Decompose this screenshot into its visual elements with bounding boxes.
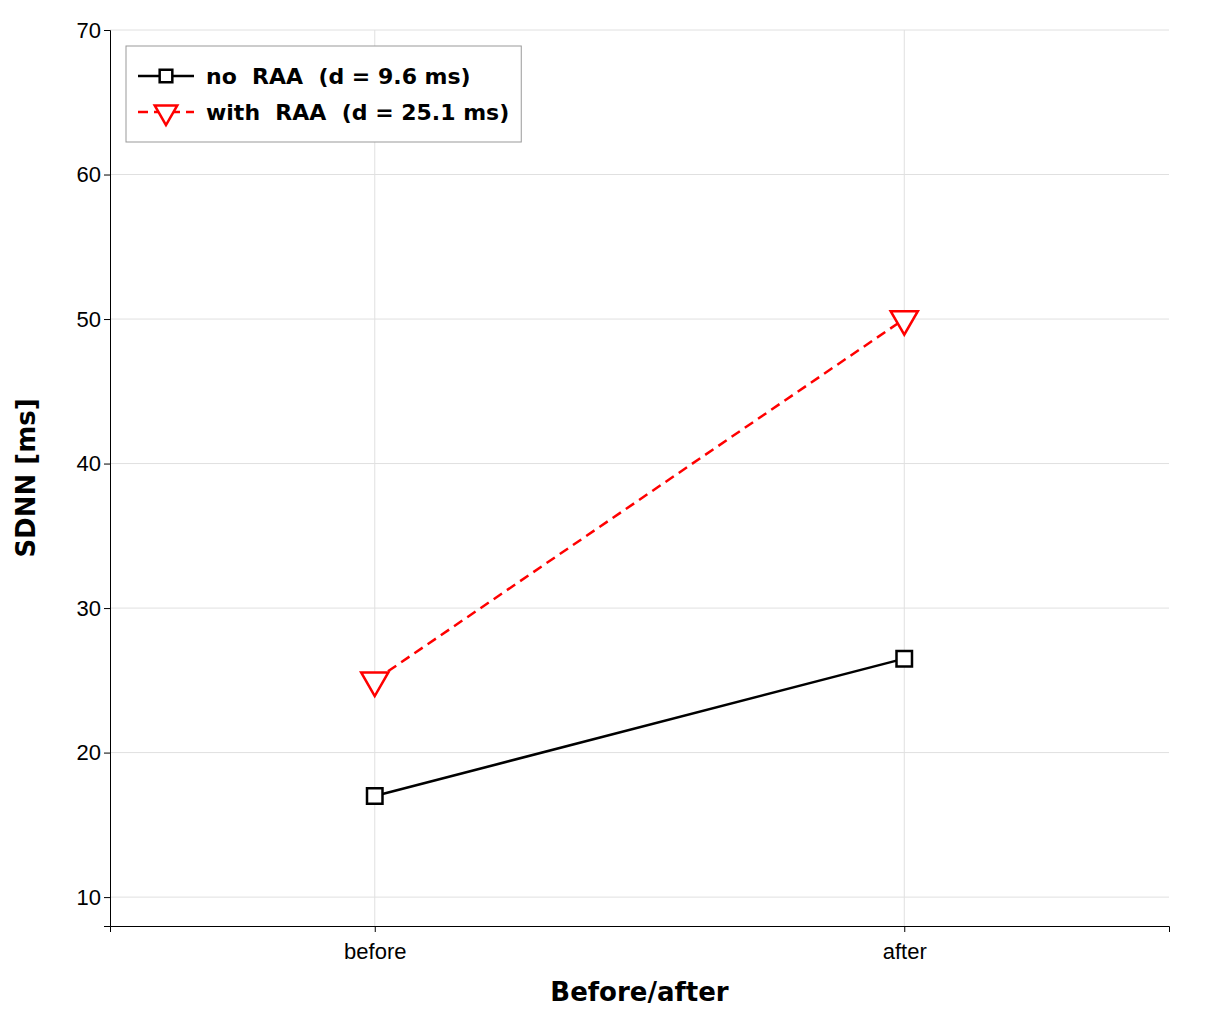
tick-mark <box>375 926 376 932</box>
legend-item: with RAA (d = 25.1 ms) <box>138 100 509 125</box>
marker <box>897 651 912 666</box>
y-tick: 70 <box>77 18 110 43</box>
legend: no RAA (d = 9.6 ms) with RAA (d = 25.1 ms… <box>126 46 521 142</box>
legend-marker <box>160 70 173 83</box>
x-axis-title: Before/after <box>550 977 728 1007</box>
x-axis: before after <box>111 926 1170 964</box>
plot: before after 10 20 30 40 50 60 70 no RAA (d = 9.6… <box>77 18 1170 965</box>
legend-marker <box>155 105 178 125</box>
y-tick-label: 60 <box>77 162 101 187</box>
tick-mark <box>904 926 905 932</box>
tick-mark <box>104 897 110 898</box>
y-tick: 40 <box>77 451 110 476</box>
grid-line <box>110 319 1169 320</box>
series <box>361 311 918 696</box>
grid-line <box>110 752 1169 753</box>
line <box>375 319 905 680</box>
y-tick-label: 40 <box>77 451 101 476</box>
marker <box>891 311 918 335</box>
y-tick: 20 <box>77 740 110 765</box>
y-tick-label: 30 <box>77 596 101 621</box>
legend-frame <box>126 46 521 142</box>
chart: before after 10 20 30 40 50 60 70 no RAA (d = 9.6… <box>0 0 1209 1026</box>
legend-label: no RAA (d = 9.6 ms) <box>206 64 471 89</box>
grid-line <box>110 30 1169 31</box>
x-tick: before <box>344 926 406 964</box>
y-axis-title: SDNN [ms] <box>11 398 41 557</box>
y-tick: 30 <box>77 596 110 621</box>
y-tick: 50 <box>77 307 110 332</box>
grid-line <box>904 30 905 926</box>
x-tick-label: before <box>344 939 406 964</box>
axis-line <box>104 31 111 927</box>
tick-mark <box>104 175 110 176</box>
y-axis: 10 20 30 40 50 60 70 <box>77 18 111 927</box>
grid-line <box>110 608 1169 609</box>
tick-mark <box>104 464 110 465</box>
grid-line <box>110 897 1169 898</box>
marker <box>361 672 388 696</box>
y-tick-label: 50 <box>77 307 101 332</box>
marker <box>367 788 382 803</box>
y-tick: 60 <box>77 162 110 187</box>
x-tick-label: after <box>883 939 927 964</box>
line <box>375 659 905 796</box>
tick-mark <box>104 753 110 754</box>
grid-line <box>110 174 1169 175</box>
tick-mark <box>104 319 110 320</box>
legend-item: no RAA (d = 9.6 ms) <box>138 64 471 89</box>
y-tick: 10 <box>77 885 110 910</box>
x-tick: after <box>883 926 927 964</box>
grid <box>110 30 1169 926</box>
y-tick-label: 10 <box>77 885 101 910</box>
y-tick-label: 20 <box>77 740 101 765</box>
grid-line <box>110 463 1169 464</box>
marks <box>361 311 918 803</box>
tick-mark <box>104 30 110 31</box>
y-tick-label: 70 <box>77 18 101 43</box>
legend-label: with RAA (d = 25.1 ms) <box>206 100 509 125</box>
series <box>367 651 912 804</box>
axis-line <box>111 927 1170 933</box>
tick-mark <box>104 608 110 609</box>
